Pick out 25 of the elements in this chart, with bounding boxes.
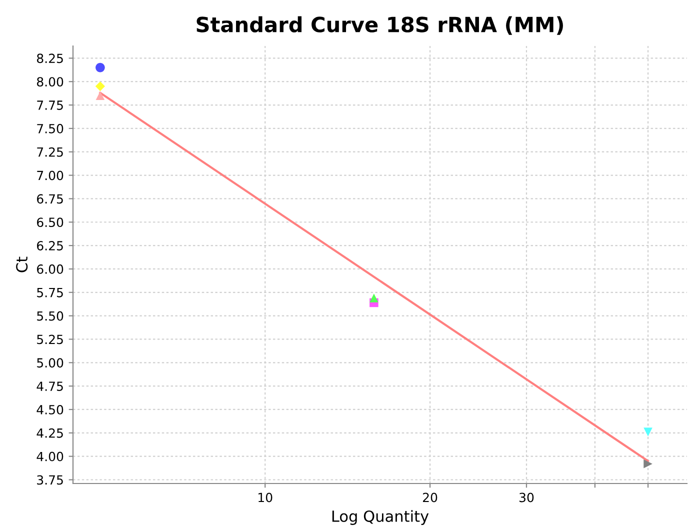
y-tick-label: 4.00 (36, 452, 64, 462)
y-tick-label: 6.00 (37, 264, 64, 274)
y-tick-label: 5.50 (37, 311, 64, 321)
y-tick-label: 4.75 (36, 382, 63, 391)
x-tick-label: 30 (519, 492, 534, 502)
y-tick-label: 5.00 (37, 358, 64, 368)
y-tick-label: 7.75 (37, 100, 63, 110)
y-tick-label: 7.00 (37, 170, 64, 180)
y-tick-label: 4.25 (36, 428, 63, 438)
y-tick-label: 4.50 (36, 404, 64, 414)
chart-title: Standard Curve 18S rRNA (MM) (196, 16, 563, 35)
x-axis-title: Log Quantity (332, 510, 429, 525)
y-tick-label: 6.25 (37, 241, 63, 250)
y-tick-label: 5.75 (37, 288, 63, 298)
y-tick-label: 8.00 (36, 77, 64, 87)
x-tick-label: 10 (258, 492, 272, 502)
y-axis-title: Ct (16, 256, 28, 272)
x-tick-label: 20 (422, 492, 438, 502)
y-tick-label: 5.25 (37, 334, 63, 344)
y-tick-label: 7.25 (37, 147, 63, 157)
y-tick-label: 3.75 (37, 475, 63, 485)
y-tick-label: 6.50 (37, 218, 64, 228)
y-tick-label: 8.25 (36, 54, 63, 64)
y-tick-label: 6.75 (37, 194, 63, 204)
y-tick-label: 7.50 (37, 124, 64, 134)
